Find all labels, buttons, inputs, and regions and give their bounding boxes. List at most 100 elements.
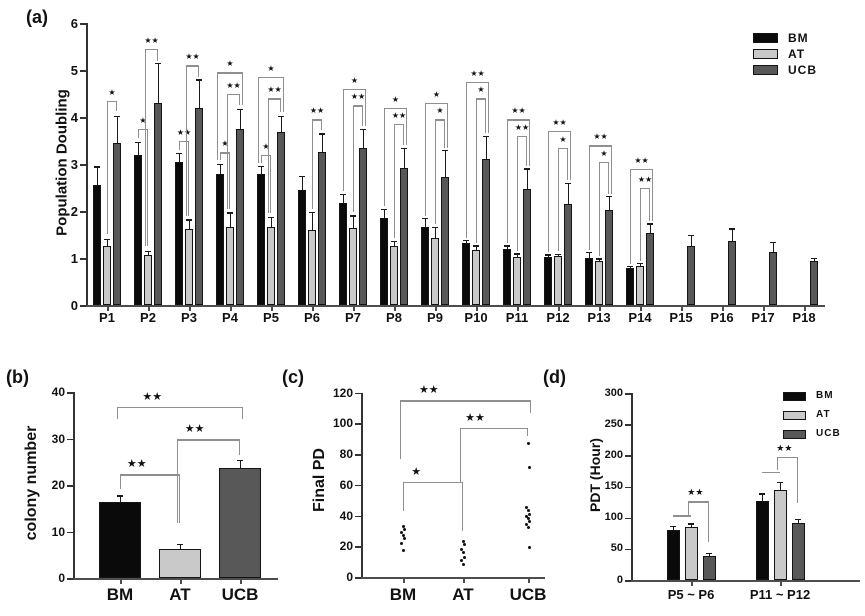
y-tick	[80, 117, 86, 119]
bar	[113, 142, 121, 305]
error-bar-cap	[155, 62, 161, 65]
sig-stars: ★★	[391, 111, 407, 121]
error-bar	[119, 495, 121, 502]
error-bar-cap	[483, 135, 489, 138]
y-tick-label: 200	[604, 448, 623, 461]
bar	[482, 159, 490, 305]
x-tick	[148, 307, 150, 311]
error-bar	[761, 493, 763, 502]
sig-bracket	[217, 72, 243, 74]
sig-bracket	[261, 154, 271, 156]
y-tick-label: 1	[70, 250, 78, 266]
sig-bracket-drop	[649, 187, 651, 221]
x-tick	[353, 307, 355, 311]
error-bar-cap	[360, 128, 366, 131]
sig-bracket	[268, 98, 281, 100]
y-tick	[67, 438, 73, 440]
legend-swatch-at	[783, 411, 806, 420]
sig-bracket-drop	[403, 124, 405, 146]
error-bar-cap	[688, 234, 694, 237]
sig-bracket	[120, 474, 180, 476]
error-bar-cap	[299, 175, 305, 178]
sig-bracket	[777, 456, 798, 458]
bar	[195, 107, 203, 305]
y-tick-label: 0	[58, 571, 65, 585]
bar	[400, 167, 408, 305]
error-bar	[779, 481, 781, 490]
error-bar	[516, 253, 518, 257]
error-bar-cap	[227, 212, 233, 214]
y-tick-label: 10	[51, 524, 65, 539]
x-category-label: P5	[263, 310, 279, 325]
sig-stars: ★★	[593, 132, 608, 142]
y-tick	[80, 23, 86, 25]
bar	[646, 232, 654, 305]
x-tick	[230, 307, 232, 311]
sig-stars: ★★	[514, 122, 530, 132]
sig-bracket-drop	[179, 474, 181, 524]
sig-bracket-drop	[611, 145, 613, 194]
y-tick-label: 20	[339, 539, 353, 554]
error-bar-cap	[401, 148, 407, 150]
x-tick	[558, 307, 560, 311]
error-bar-cap	[278, 115, 284, 117]
sig-bracket	[762, 471, 780, 473]
x-category-label: P11 ~ P12	[749, 587, 811, 602]
bar	[159, 549, 201, 578]
x-category-label: BM	[106, 585, 134, 604]
scatter-dot	[461, 563, 465, 567]
x-tick	[180, 580, 182, 584]
bar	[626, 268, 634, 305]
sig-bracket-drop	[548, 131, 550, 253]
sig-bracket-drop	[217, 72, 219, 161]
bar	[185, 228, 193, 305]
error-bar	[137, 141, 139, 155]
scatter-dot	[526, 526, 530, 530]
error-bar	[475, 245, 477, 250]
sig-bracket	[400, 400, 531, 402]
x-tick	[394, 307, 396, 311]
x-category-label: AT	[169, 585, 191, 604]
error-bar-cap	[177, 544, 183, 546]
bar	[462, 242, 470, 305]
y-tick	[355, 577, 361, 579]
sig-bracket-drop	[239, 439, 241, 455]
error-bar	[188, 219, 190, 229]
legend-swatch-at	[753, 49, 778, 59]
bar	[684, 527, 698, 580]
error-bar	[708, 553, 710, 557]
y-axis	[361, 392, 363, 579]
bar	[134, 154, 142, 305]
sig-bracket-drop	[283, 77, 285, 113]
sig-bracket	[138, 128, 148, 131]
sig-bracket-drop	[177, 439, 179, 524]
error-bar	[157, 62, 159, 103]
sig-bracket-drop	[526, 135, 528, 167]
x-category-label: P12	[546, 310, 570, 325]
y-tick	[355, 392, 361, 395]
sig-bracket-drop	[517, 135, 519, 251]
sig-bracket-drop	[570, 131, 572, 181]
x-tick	[804, 307, 806, 311]
sig-bracket-drop	[435, 119, 437, 225]
bar	[154, 102, 162, 305]
y-tick	[625, 455, 631, 457]
x-tick	[640, 307, 642, 311]
y-tick-label: 4	[70, 109, 78, 125]
x-axis	[361, 577, 545, 579]
sig-stars: ★	[411, 465, 422, 478]
sig-bracket	[353, 105, 363, 107]
sig-bracket-drop	[312, 119, 314, 209]
y-tick-label: 120	[332, 385, 353, 400]
bar	[99, 501, 141, 578]
x-category-label: P5 ~ P6	[667, 587, 715, 602]
error-bar-cap	[514, 253, 520, 255]
error-bar	[772, 241, 774, 252]
scatter-dot	[460, 558, 463, 562]
sig-bracket	[403, 481, 463, 484]
sig-stars: ★	[350, 75, 359, 85]
scatter-dot	[526, 517, 530, 521]
legend-swatch-bm	[783, 392, 806, 401]
x-category-label: P9	[427, 310, 443, 325]
sig-bracket	[517, 135, 527, 138]
